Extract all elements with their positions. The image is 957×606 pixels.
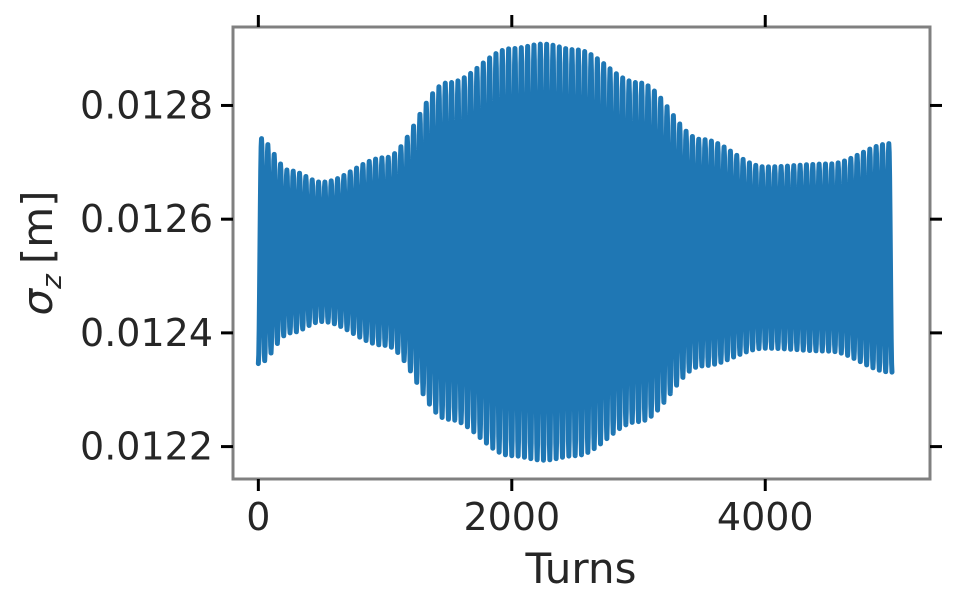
plot-frame	[231, 25, 932, 481]
y-tick-label-1: 0.0124	[80, 311, 213, 355]
x-tick-label-1: 2000	[463, 495, 560, 539]
y-axis-label-unit: [m]	[13, 190, 62, 264]
y-axis-label: σz [m]	[13, 190, 68, 315]
tick-layer: 0 2000 4000 0.0122 0.0124 0.0126 0.0128	[80, 15, 942, 539]
series-line-0	[255, 41, 895, 463]
y-tick-label-3: 0.0128	[80, 83, 213, 127]
y-tick-label-0: 0.0122	[80, 425, 213, 469]
x-tick-label-0: 0	[246, 495, 270, 539]
x-tick-label-2: 4000	[717, 495, 814, 539]
series-layer	[255, 41, 895, 463]
y-axis-label-subscript: z	[35, 273, 68, 290]
y-axis-label-symbol: σ	[13, 288, 62, 316]
y-tick-label-2: 0.0126	[80, 197, 213, 241]
x-axis-label: Turns	[525, 544, 637, 593]
